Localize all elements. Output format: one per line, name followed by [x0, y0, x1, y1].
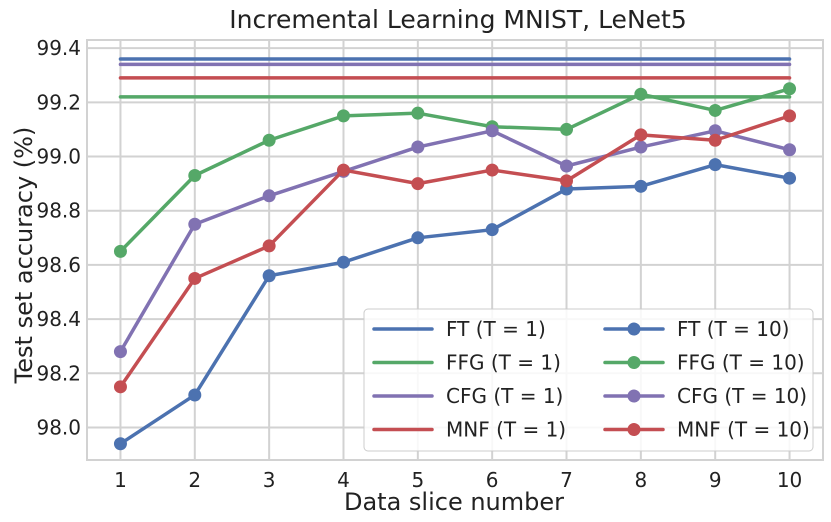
- data-point: [411, 177, 425, 191]
- data-point: [188, 388, 202, 402]
- y-tick-label: 99.0: [36, 145, 81, 169]
- series-layer: [113, 57, 797, 451]
- data-point: [262, 133, 276, 147]
- x-axis-label: Data slice number: [344, 488, 564, 516]
- legend-marker: [627, 423, 641, 436]
- x-tick-label: 1: [114, 468, 127, 492]
- data-point: [262, 239, 276, 253]
- data-point: [783, 171, 797, 185]
- y-tick-label: 98.4: [36, 307, 81, 331]
- y-tick-label: 98.6: [36, 253, 81, 277]
- data-point: [262, 189, 276, 203]
- legend-item: MNF (T = 10): [603, 418, 810, 442]
- series-line: [118, 87, 792, 254]
- data-point: [113, 437, 127, 451]
- y-tick-label: 98.0: [36, 415, 81, 439]
- legend-box: [363, 308, 814, 452]
- data-point: [783, 82, 797, 96]
- y-tick-label: 98.2: [36, 361, 81, 385]
- data-point: [783, 143, 797, 157]
- data-point: [485, 163, 499, 177]
- data-point: [113, 345, 127, 359]
- data-point: [411, 140, 425, 154]
- data-point: [634, 128, 648, 142]
- data-point: [485, 124, 499, 138]
- series-ffg-t-10: [113, 82, 797, 258]
- x-tick-label: 9: [709, 468, 722, 492]
- x-tick-labels: 1 2 3 4 5 6 7 8 9 10: [114, 468, 802, 492]
- data-point: [560, 122, 574, 136]
- legend-label: FFG (T = 10): [677, 351, 805, 375]
- legend: FT (T = 1) FFG (T = 1) CFG (T = 1) MNF (T =…: [363, 308, 814, 452]
- legend-label: CFG (T = 10): [677, 384, 807, 408]
- data-point: [411, 106, 425, 120]
- data-point: [708, 124, 722, 138]
- data-point: [485, 223, 499, 237]
- axes-frame: [86, 39, 824, 461]
- y-tick-label: 98.8: [36, 199, 81, 223]
- legend-label: MNF (T = 10): [677, 418, 810, 442]
- data-point: [188, 217, 202, 231]
- legend-item: CFG (T = 10): [603, 384, 807, 408]
- data-point: [188, 271, 202, 285]
- x-tick-label: 10: [777, 468, 802, 492]
- data-point: [634, 179, 648, 193]
- y-tick-label: 99.4: [36, 36, 81, 60]
- legend-label: CFG (T = 1): [446, 384, 563, 408]
- data-point: [262, 269, 276, 283]
- chart-title: Incremental Learning MNIST, LeNet5: [229, 5, 686, 34]
- legend-marker: [627, 389, 641, 403]
- data-point: [411, 231, 425, 245]
- legend-marker: [627, 356, 641, 369]
- legend-item: FT (T = 10): [603, 317, 789, 341]
- legend-label: FT (T = 1): [446, 317, 546, 341]
- y-tick-label: 99.2: [36, 90, 81, 114]
- data-point: [708, 133, 722, 147]
- data-point: [113, 244, 127, 258]
- data-point: [708, 103, 722, 117]
- legend-item: MNF (T = 1): [372, 418, 566, 442]
- x-tick-label: 5: [411, 468, 424, 492]
- legend-item: CFG (T = 1): [372, 384, 563, 408]
- data-point: [560, 159, 574, 173]
- legend-item: FT (T = 1): [372, 317, 546, 341]
- data-point: [634, 87, 648, 101]
- series-mnf-t-10: [113, 109, 797, 394]
- data-point: [560, 174, 574, 188]
- data-point: [188, 168, 202, 182]
- data-point: [113, 380, 127, 394]
- legend-item: FFG (T = 10): [603, 351, 805, 375]
- data-point: [336, 163, 350, 177]
- x-tick-label: 2: [188, 468, 201, 492]
- data-point: [336, 109, 350, 123]
- series-line: [118, 162, 792, 446]
- y-axis-label: Test set accuracy (%): [10, 127, 38, 385]
- legend-item: FFG (T = 1): [372, 351, 561, 375]
- plot-border: [86, 39, 824, 461]
- series-line: [118, 114, 792, 389]
- legend-label: FT (T = 10): [677, 317, 789, 341]
- data-point: [336, 255, 350, 269]
- legend-marker: [627, 322, 641, 336]
- y-tick-labels: 98.0 98.2 98.4 98.6 98.8 99.0 99.2 99.4: [36, 36, 81, 439]
- legend-label: FFG (T = 1): [446, 351, 561, 375]
- data-point: [708, 158, 722, 172]
- legend-label: MNF (T = 1): [446, 418, 566, 442]
- data-point: [634, 140, 648, 154]
- x-tick-label: 4: [337, 468, 350, 492]
- x-tick-label: 7: [560, 468, 573, 492]
- x-tick-label: 3: [263, 468, 276, 492]
- x-tick-label: 8: [634, 468, 647, 492]
- data-point: [783, 109, 797, 123]
- x-tick-label: 6: [486, 468, 499, 492]
